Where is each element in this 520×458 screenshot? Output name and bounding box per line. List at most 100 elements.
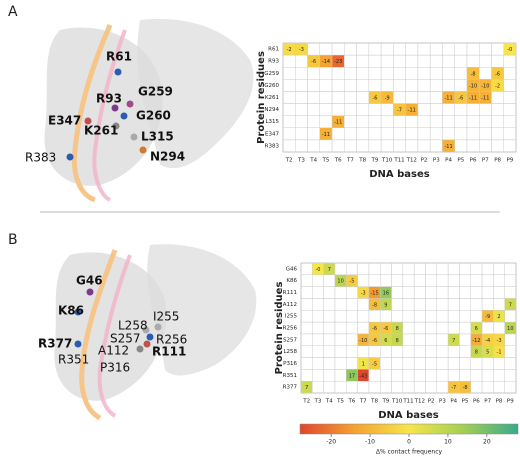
cell-label: -3	[497, 338, 502, 344]
colorbar-tick-label: 0	[407, 439, 411, 446]
structure-a: R61 R93 G259 G260 E347 K261 L315 R383 N2…	[25, 19, 254, 203]
cell-label: -23	[334, 59, 342, 65]
cell-label: 8	[396, 338, 399, 344]
y-tick-label: K261	[265, 95, 279, 101]
x-tick-label: T3	[314, 399, 322, 405]
cell-label: 6	[384, 338, 387, 344]
cell-label: -6	[372, 326, 377, 332]
cell-label: -14	[322, 59, 330, 65]
y-axis-title: Protein residues	[256, 51, 267, 144]
residue-dot	[66, 153, 74, 161]
x-tick-label: T11	[393, 158, 404, 164]
cell-label: -11	[334, 120, 342, 126]
residue-label: L315	[141, 130, 174, 144]
cell-label: 8	[475, 350, 478, 356]
cell-label: -3	[361, 291, 366, 297]
y-tick-label: K86	[286, 278, 297, 284]
cell-label: -6	[495, 71, 500, 77]
y-tick-label: S257	[283, 337, 297, 343]
x-tick-label: P3	[439, 399, 446, 405]
cell-label: 7	[509, 302, 512, 308]
residue-dot	[84, 117, 92, 125]
cell-label: -0	[315, 267, 320, 273]
x-tick-label: T10	[391, 399, 403, 405]
dna-strand	[71, 24, 113, 203]
empty-cell	[503, 139, 517, 153]
cell-label: -11	[322, 132, 330, 138]
residue-label: I255	[153, 310, 179, 324]
y-tick-label: I255	[285, 314, 298, 320]
residue-label: R351	[58, 353, 89, 367]
cell-label: -5	[349, 279, 354, 285]
x-tick-label: P2	[421, 158, 428, 164]
y-tick-label: R61	[268, 47, 279, 53]
y-tick-label: G46	[286, 266, 298, 272]
x-tick-label: P9	[506, 158, 513, 164]
cell-label: -2	[287, 47, 292, 53]
cell-label: -10	[469, 83, 477, 89]
residue-label: G46	[76, 274, 103, 288]
x-tick-label: P4	[450, 399, 457, 405]
cell-label: -0	[507, 47, 512, 53]
residue-dot	[120, 112, 128, 120]
x-tick-label: P8	[496, 399, 503, 405]
residue-dot	[136, 345, 144, 353]
residue-label: G260	[136, 109, 171, 123]
dna-strand	[79, 249, 118, 421]
residue-label: K261	[84, 124, 118, 138]
residue-dot	[86, 288, 94, 296]
cell-label: 9	[384, 302, 387, 308]
y-tick-label: A112	[283, 302, 297, 308]
x-tick-label: T12	[414, 399, 425, 405]
cell-label: -7	[451, 385, 456, 391]
cell-label: -5	[372, 361, 377, 367]
residue-label: K86	[58, 304, 84, 318]
y-tick-label: E347	[265, 131, 279, 137]
panel-label: B	[8, 232, 18, 248]
x-tick-label: P8	[494, 158, 501, 164]
x-tick-label: T6	[334, 158, 342, 164]
x-tick-label: T2	[285, 158, 293, 164]
cell-label: -3	[299, 47, 304, 53]
cell-label: 7	[452, 338, 455, 344]
cell-label: 6	[475, 326, 478, 332]
cell-label: 2	[497, 314, 500, 320]
x-tick-label: T5	[336, 399, 344, 405]
y-tick-label: R377	[283, 385, 298, 391]
residue-label: A112	[98, 344, 129, 358]
x-tick-label: T2	[302, 399, 310, 405]
residue-dot	[146, 333, 154, 341]
cell-label: -9	[485, 314, 490, 320]
residue-dot	[139, 146, 147, 154]
protein-shape	[137, 19, 254, 169]
x-tick-label: P6	[470, 158, 477, 164]
x-tick-label: T7	[346, 158, 354, 164]
y-tick-label: G260	[264, 83, 279, 89]
residue-label: E347	[48, 114, 81, 128]
cell-label: -8	[463, 385, 468, 391]
x-tick-label: T4	[325, 399, 333, 405]
cell-label: -11	[408, 108, 416, 114]
cell-label: -2	[495, 83, 500, 89]
x-tick-label: T7	[359, 399, 367, 405]
x-tick-label: P4	[445, 158, 452, 164]
residue-dot	[154, 323, 162, 331]
cell-label: -7	[397, 108, 402, 114]
cell-label: 17	[349, 373, 355, 379]
x-tick-label: T9	[381, 399, 389, 405]
colorbar	[299, 423, 519, 435]
cell-label: -10	[359, 338, 367, 344]
colorbar-title: Δ% contact frequency	[376, 449, 443, 456]
y-tick-label: N294	[264, 107, 279, 113]
cell-label: 7	[328, 267, 331, 273]
residue-label: R111	[152, 345, 186, 359]
cell-label: 10	[337, 279, 343, 285]
cell-label: -8	[372, 302, 377, 308]
y-tick-label: P316	[283, 361, 297, 367]
x-tick-label: P5	[462, 399, 469, 405]
cell-label: 5	[486, 350, 489, 356]
y-tick-label: L315	[265, 119, 279, 125]
cell-label: -6	[372, 96, 377, 102]
cell-label: -11	[444, 144, 452, 150]
